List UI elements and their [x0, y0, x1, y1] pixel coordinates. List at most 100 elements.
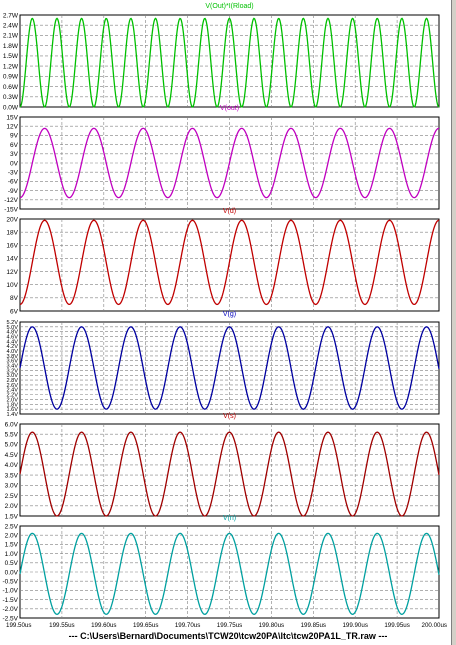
y-tick-label: 5.5V — [5, 431, 19, 438]
y-tick-label: 10V — [6, 282, 18, 289]
panel-6: -2.5V -2.0V -1.5V -1.0V -0.5V 0.0V 0.5V 1.0V 1.5… — [2, 515, 440, 622]
y-tick-label: 9V — [10, 133, 19, 140]
panel-3: 6V 8V 10V 12V 14V 16V 18V 20V V(d) — [6, 208, 440, 315]
y-tick-label: -6V — [8, 179, 19, 186]
y-tick-label: 4.2V — [6, 344, 18, 350]
y-tick-label: 5.0V — [5, 442, 19, 449]
x-tick-label: 199.75us — [217, 622, 242, 629]
y-tick-label: 1.5W — [3, 53, 19, 60]
panel-1: 0.0W 0.3W 0.6W 0.9W 1.2W 1.5W 1.8W 2.1W 2.4W 2.7W… — [3, 3, 440, 111]
panel-5: 1.5V 2.0V 2.5V 3.0V 3.5V 4.0V 4.5V 5.0V 5.5V 6.0V… — [5, 413, 440, 520]
series-line-4 — [19, 326, 440, 410]
y-tick-label: 5.0V — [6, 325, 18, 331]
y-tick-label: 2.5V — [5, 523, 19, 530]
y-tick-label: 0.3W — [3, 94, 19, 101]
y-tick-label: -2.0V — [2, 606, 18, 613]
y-tick-label: 15V — [6, 114, 18, 121]
raw-file-path: --- C:\Users\Bernard\Documents\TCW20\tcw… — [68, 631, 388, 641]
y-tick-label: -15V — [4, 206, 18, 213]
y-tick-label: 2.4V — [6, 388, 18, 394]
y-tick-label: 0V — [10, 160, 19, 167]
y-tick-label: 12V — [6, 123, 18, 130]
y-tick-label: 3.0V — [6, 373, 18, 379]
y-tick-label: 1.4V — [6, 412, 18, 418]
y-tick-label: 4.4V — [6, 339, 18, 345]
y-tick-label: 8V — [10, 295, 19, 302]
y-tick-label: 0.0V — [5, 569, 19, 576]
y-tick-label: 3.5V — [5, 472, 19, 479]
window-frame-edge — [451, 0, 456, 645]
series-line-3 — [19, 219, 440, 306]
y-tick-label: 1.5V — [5, 513, 19, 520]
y-tick-label: -9V — [8, 188, 19, 195]
series-line-6 — [19, 532, 440, 615]
x-tick-label: 199.90us — [342, 622, 367, 629]
y-tick-label: 2.8V — [6, 378, 18, 384]
y-tick-label: 3.0V — [5, 483, 19, 490]
panel-4: 1.4V1.6V1.8V2.0V2.2V2.4V2.6V2.8V3.0V3.2V… — [6, 311, 440, 418]
y-tick-label: 2.2V — [6, 393, 18, 399]
y-tick-label: 0.6W — [3, 84, 19, 91]
y-tick-label: 3.6V — [6, 359, 18, 365]
y-tick-label: 3.4V — [6, 364, 18, 370]
y-tick-label: 2.5V — [5, 493, 19, 500]
y-tick-label: 4.6V — [6, 334, 18, 340]
y-tick-label: -3V — [8, 169, 19, 176]
y-tick-label: 1.2W — [3, 63, 19, 70]
y-tick-label: 5.2V — [6, 320, 18, 326]
y-tick-label: 4.5V — [5, 452, 19, 459]
x-tick-label: 199.60us — [91, 622, 116, 629]
y-tick-label: 4.0V — [6, 349, 18, 355]
y-tick-label: 2.4W — [3, 22, 19, 29]
panel-2: -15V -12V -9V -6V -3V 0V 3V 6V 9V 12V 15V V(out) — [4, 105, 440, 213]
y-tick-label: 1.8W — [3, 43, 19, 50]
y-tick-label: 1.0V — [5, 551, 19, 558]
y-tick-label: 0.9W — [3, 74, 19, 81]
y-tick-label: -1.0V — [2, 588, 18, 595]
panel-title: V(n) — [223, 515, 236, 522]
y-tick-label: 0.0W — [3, 104, 19, 111]
y-tick-label: 18V — [6, 229, 18, 236]
series-line-2 — [19, 127, 440, 199]
y-tick-label: 4.0V — [5, 462, 19, 469]
x-tick-label: 199.70us — [175, 622, 200, 629]
series-line-5 — [19, 431, 440, 517]
y-tick-label: 2.6V — [6, 383, 18, 389]
panel-title: V(s) — [223, 413, 236, 420]
y-tick-label: 2.0V — [6, 397, 18, 403]
panel-title: V(d) — [223, 208, 236, 215]
y-tick-label: 1.8V — [6, 402, 18, 408]
panel-title: V(Out)*I(Rload) — [205, 3, 253, 10]
y-tick-label: 2.0V — [5, 503, 19, 510]
y-tick-label: 3V — [10, 151, 19, 158]
y-tick-label: 20V — [6, 216, 18, 223]
y-tick-label: 2.0V — [5, 532, 19, 539]
panel-title: V(g) — [223, 311, 236, 318]
y-tick-label: -0.5V — [2, 578, 18, 585]
y-tick-label: 14V — [6, 256, 18, 263]
y-tick-label: 16V — [6, 243, 18, 250]
x-tick-label: 199.95us — [384, 622, 409, 629]
panel-title: V(out) — [220, 105, 239, 112]
y-tick-label: 1.6V — [6, 407, 18, 413]
series-line-1 — [19, 17, 440, 108]
y-tick-label: 6V — [10, 308, 19, 315]
y-tick-label: -2.5V — [2, 615, 18, 622]
x-tick-label: 200.00us — [422, 622, 447, 629]
y-tick-label: 2.7W — [3, 12, 19, 19]
y-tick-label: 3.8V — [6, 354, 18, 360]
y-tick-label: 2.1W — [3, 33, 19, 40]
y-tick-label: 4.8V — [6, 330, 18, 336]
y-tick-label: 0.5V — [5, 560, 19, 567]
x-tick-label: 199.50us — [6, 622, 31, 629]
y-tick-label: 6V — [10, 142, 19, 149]
y-tick-label: 1.5V — [5, 542, 19, 549]
y-tick-label: 3.2V — [6, 368, 18, 374]
y-tick-label: -12V — [4, 197, 18, 204]
x-tick-label: 199.85us — [301, 622, 326, 629]
x-tick-label: 199.80us — [259, 622, 284, 629]
y-tick-label: 12V — [6, 269, 18, 276]
x-tick-label: 199.65us — [133, 622, 158, 629]
y-tick-label: 6.0V — [5, 421, 19, 428]
